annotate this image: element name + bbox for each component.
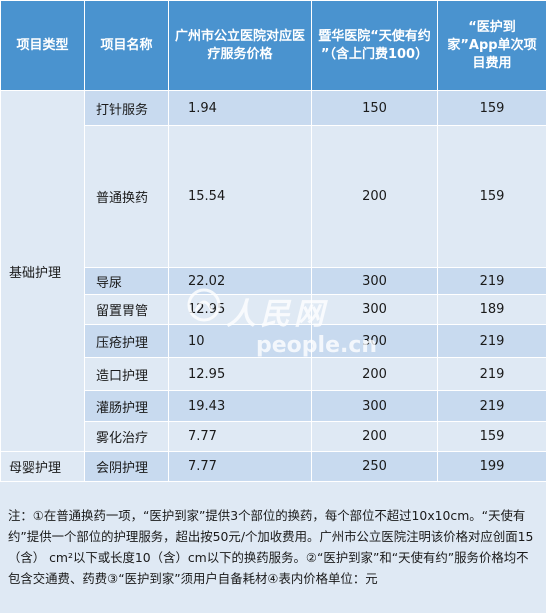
project-name-cell: 导尿 [84, 267, 169, 295]
tianshi-price-cell: 150 [311, 90, 438, 126]
public-price-cell: 1.94 [168, 90, 312, 126]
tianshi-price-cell: 250 [311, 451, 438, 482]
price-comparison-table: 项目类型 项目名称 广州市公立医院对应医疗服务价格 暨华医院“天使有约 ”（含上… [0, 0, 546, 482]
tianshi-price-cell: 200 [311, 125, 438, 268]
header-row: 项目类型 项目名称 广州市公立医院对应医疗服务价格 暨华医院“天使有约 ”（含上… [0, 0, 546, 91]
project-name-cell: 雾化治疗 [84, 421, 169, 452]
public-price-cell: 12.95 [168, 294, 312, 325]
tianshi-price-cell: 300 [311, 324, 438, 358]
project-name-cell: 普通换药 [84, 125, 169, 268]
table-row: 普通换药 15.54 200 159 [1, 125, 546, 268]
yihu-price-cell: 159 [437, 90, 546, 126]
table-row: 母婴护理 会阴护理 7.77 250 199 [0, 451, 546, 482]
table-row: 压疮护理 10 300 219 [1, 324, 546, 358]
yihu-price-cell: 189 [437, 294, 546, 325]
table-row: 基础护理 打针服务 1.94 150 159 [0, 90, 546, 452]
tianshi-price-cell: 300 [311, 390, 438, 422]
yihu-price-cell: 199 [437, 451, 546, 482]
public-price-cell: 7.77 [168, 451, 312, 482]
public-price-cell: 7.77 [168, 421, 312, 452]
tianshi-price-cell: 300 [311, 267, 438, 295]
tianshi-price-cell: 300 [311, 294, 438, 325]
table-row: 导尿 22.02 300 219 [1, 267, 546, 295]
header-public-hospital-price: 广州市公立医院对应医疗服务价格 [168, 0, 312, 91]
project-name-cell: 造口护理 [84, 357, 169, 391]
project-name-cell: 打针服务 [84, 90, 169, 126]
public-price-cell: 12.95 [168, 357, 312, 391]
header-project-name: 项目名称 [84, 0, 169, 91]
table-row: 灌肠护理 19.43 300 219 [1, 390, 546, 422]
project-name-cell: 灌肠护理 [84, 390, 169, 422]
table-row: 留置胃管 12.95 300 189 [1, 294, 546, 325]
project-name-cell: 留置胃管 [84, 294, 169, 325]
public-price-cell: 10 [168, 324, 312, 358]
public-price-cell: 22.02 [168, 267, 312, 295]
header-project-type: 项目类型 [0, 0, 85, 91]
yihu-price-cell: 159 [437, 125, 546, 268]
yihu-price-cell: 159 [437, 421, 546, 452]
yihu-price-cell: 219 [437, 267, 546, 295]
header-jihua-tianshi-price: 暨华医院“天使有约 ”（含上门费100） [311, 0, 438, 91]
yihu-price-cell: 219 [437, 357, 546, 391]
project-name-cell: 压疮护理 [84, 324, 169, 358]
yihu-price-cell: 219 [437, 324, 546, 358]
tianshi-price-cell: 200 [311, 421, 438, 452]
public-price-cell: 19.43 [168, 390, 312, 422]
header-yihudaojia-price: “医护到家”App单次项目费用 [437, 0, 546, 91]
project-type-cell: 基础护理 [0, 90, 85, 452]
project-name-cell: 会阴护理 [84, 451, 169, 482]
table-footnote: 注：①在普通换药一项，“医护到家”提供3个部位的换药，每个部位不超过10x10c… [8, 508, 534, 586]
tianshi-price-cell: 200 [311, 357, 438, 391]
public-price-cell: 15.54 [168, 125, 312, 268]
table-row: 雾化治疗 7.77 200 159 [1, 421, 546, 452]
project-type-cell: 母婴护理 [0, 451, 85, 482]
table-row: 造口护理 12.95 200 219 [1, 357, 546, 391]
yihu-price-cell: 219 [437, 390, 546, 422]
